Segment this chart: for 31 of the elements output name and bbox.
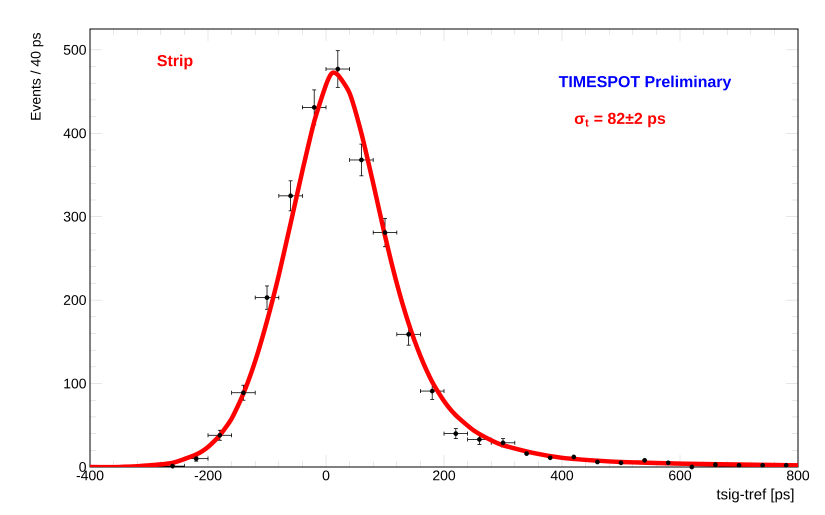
- point: [264, 295, 270, 300]
- point: [430, 388, 435, 394]
- point: [689, 464, 694, 470]
- y-axis-title: Events / 40 ps: [30, 33, 44, 120]
- point: [217, 432, 222, 438]
- x-tick-label: 200: [433, 470, 456, 480]
- y-tick-label: 0: [79, 462, 86, 472]
- point: [312, 105, 317, 110]
- y-tick-label: 400: [64, 128, 86, 138]
- x-tick-label: 400: [550, 470, 574, 480]
- point: [382, 230, 388, 235]
- x-tick-label: 0: [322, 470, 330, 480]
- point: [288, 193, 293, 198]
- point: [406, 332, 411, 337]
- x-tick-label: 800: [786, 470, 810, 480]
- x-tick-label: 600: [669, 470, 692, 480]
- annotation: Strip: [157, 54, 193, 70]
- x-tick-label: -400: [76, 470, 104, 480]
- y-tick-label: 200: [64, 295, 86, 306]
- annotation: TIMESPOT Preliminary: [558, 76, 732, 90]
- x-axis-title: tsig-tref [ps]: [716, 488, 794, 502]
- point: [359, 158, 364, 162]
- y-tick-label: 300: [64, 212, 86, 222]
- point: [477, 437, 482, 442]
- y-tick-label: 500: [64, 44, 86, 55]
- annotation: σ$_{t}$ = 82±2 ps: [574, 112, 666, 128]
- point: [335, 66, 340, 72]
- point: [241, 390, 246, 396]
- x-tick-label: -200: [194, 470, 222, 480]
- y-tick-label: 100: [64, 378, 86, 388]
- point: [453, 431, 458, 436]
